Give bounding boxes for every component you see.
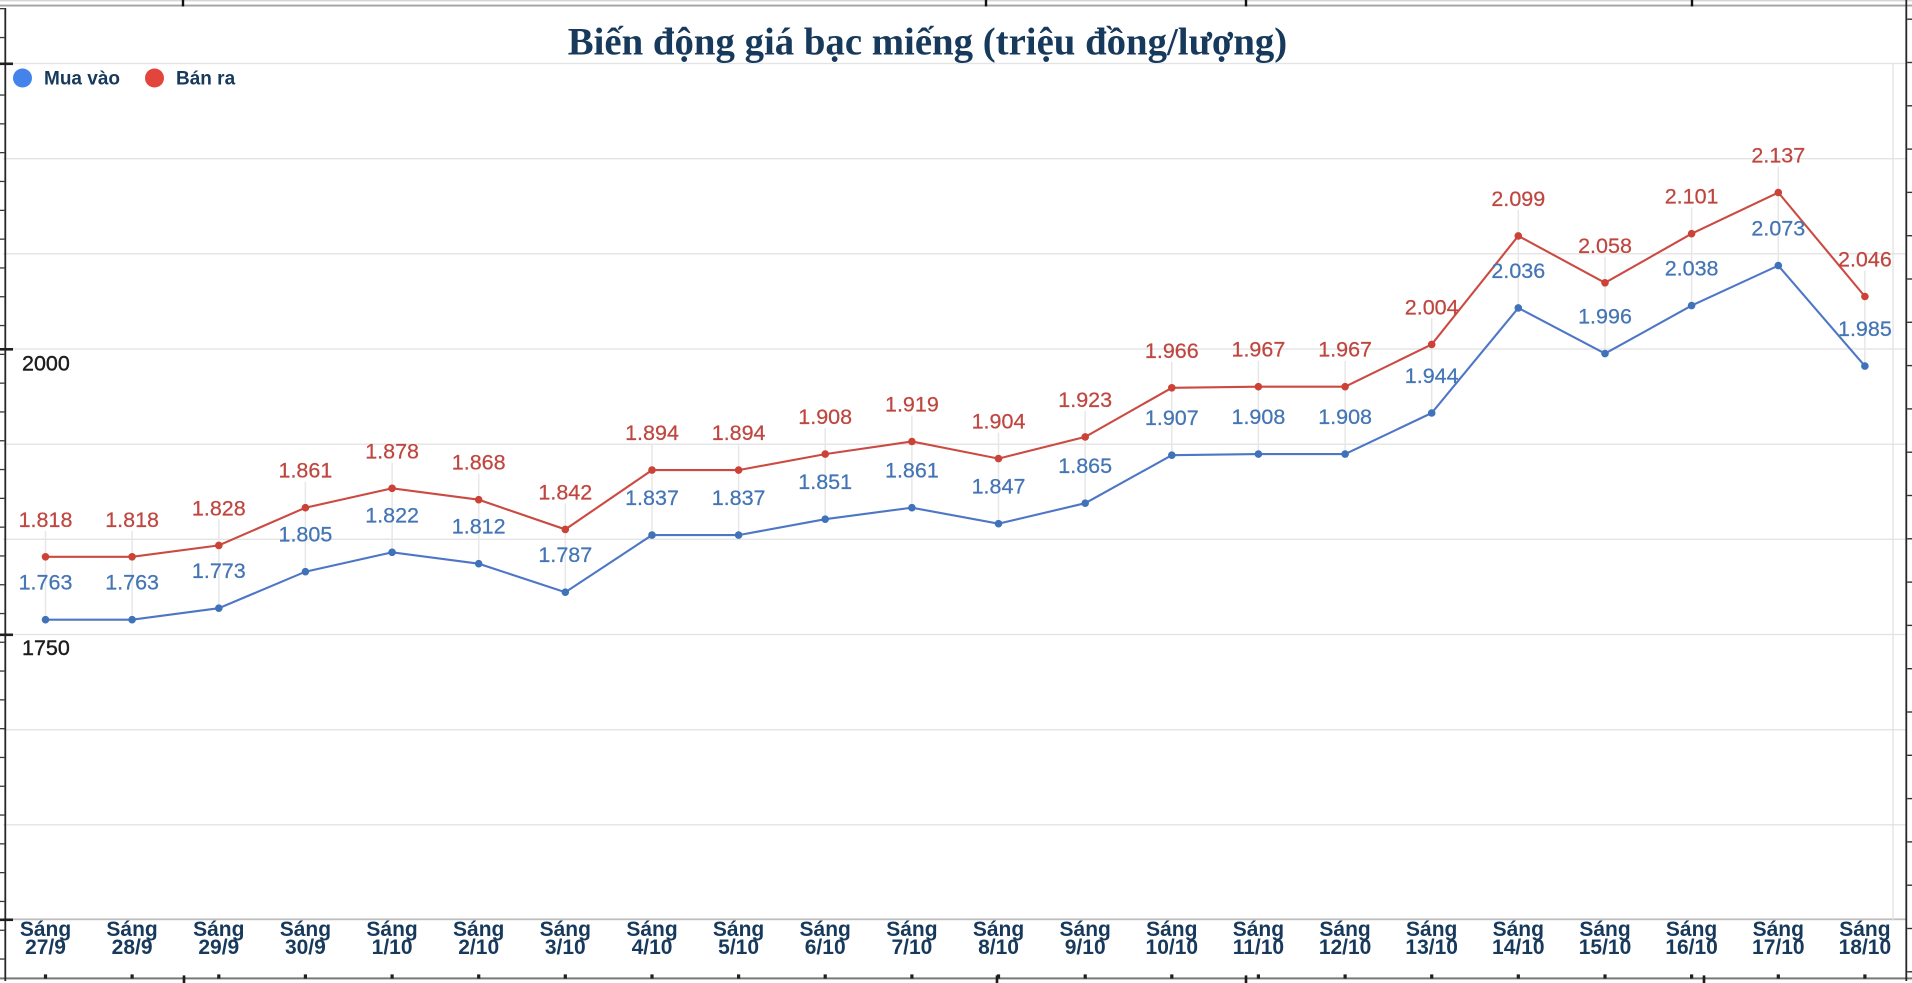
svg-text:9/10: 9/10 (1065, 936, 1106, 959)
svg-text:6/10: 6/10 (805, 936, 846, 959)
svg-text:2.036: 2.036 (1491, 259, 1545, 283)
svg-text:1.773: 1.773 (192, 559, 246, 583)
svg-text:Sáng: Sáng (1579, 918, 1630, 941)
svg-text:Bán ra: Bán ra (176, 69, 236, 90)
svg-text:2.099: 2.099 (1491, 187, 1545, 211)
svg-text:1.828: 1.828 (192, 496, 246, 520)
svg-text:Sáng: Sáng (1839, 918, 1890, 941)
svg-text:1.822: 1.822 (365, 503, 419, 527)
svg-text:1.847: 1.847 (972, 475, 1026, 499)
svg-text:1.919: 1.919 (885, 393, 939, 417)
svg-text:27/9: 27/9 (25, 936, 66, 959)
svg-text:1.907: 1.907 (1145, 406, 1199, 430)
svg-text:Sáng: Sáng (540, 918, 591, 941)
svg-text:4/10: 4/10 (632, 936, 673, 959)
svg-text:1.842: 1.842 (538, 480, 592, 504)
svg-text:Sáng: Sáng (20, 918, 71, 941)
svg-text:Sáng: Sáng (1753, 918, 1804, 941)
svg-text:1.812: 1.812 (452, 515, 506, 539)
svg-text:30/9: 30/9 (285, 936, 326, 959)
svg-text:1.805: 1.805 (278, 523, 332, 547)
svg-text:29/9: 29/9 (198, 936, 239, 959)
svg-text:12/10: 12/10 (1319, 936, 1372, 959)
svg-text:2000: 2000 (22, 352, 70, 376)
svg-text:3/10: 3/10 (545, 936, 586, 959)
svg-text:1.904: 1.904 (972, 410, 1026, 434)
svg-text:13/10: 13/10 (1405, 936, 1458, 959)
svg-text:2.038: 2.038 (1665, 257, 1719, 281)
svg-text:Sáng: Sáng (973, 918, 1024, 941)
svg-text:16/10: 16/10 (1665, 936, 1718, 959)
svg-text:1.837: 1.837 (625, 486, 679, 510)
svg-text:15/10: 15/10 (1579, 936, 1632, 959)
svg-text:1.861: 1.861 (278, 459, 332, 483)
svg-text:1.908: 1.908 (1318, 405, 1372, 429)
svg-text:11/10: 11/10 (1233, 936, 1284, 959)
svg-text:1.967: 1.967 (1318, 338, 1372, 362)
svg-text:1/10: 1/10 (372, 936, 413, 959)
svg-text:1.818: 1.818 (19, 508, 73, 532)
svg-text:1.894: 1.894 (712, 421, 766, 445)
svg-text:1.818: 1.818 (105, 508, 159, 532)
svg-text:1.908: 1.908 (798, 405, 852, 429)
svg-text:2.137: 2.137 (1751, 144, 1805, 168)
svg-text:Sáng: Sáng (280, 918, 331, 941)
svg-text:Sáng: Sáng (626, 918, 677, 941)
svg-text:Sáng: Sáng (800, 918, 851, 941)
svg-text:1750: 1750 (22, 636, 70, 660)
svg-text:1.763: 1.763 (19, 571, 73, 595)
svg-text:Sáng: Sáng (193, 918, 244, 941)
svg-text:1.878: 1.878 (365, 439, 419, 463)
svg-text:Sáng: Sáng (1060, 918, 1111, 941)
svg-text:1.851: 1.851 (798, 470, 852, 494)
svg-text:Sáng: Sáng (1493, 918, 1544, 941)
svg-text:Sáng: Sáng (453, 918, 504, 941)
svg-text:1.985: 1.985 (1838, 317, 1892, 341)
svg-text:2/10: 2/10 (458, 936, 499, 959)
svg-text:1.966: 1.966 (1145, 339, 1199, 363)
svg-text:8/10: 8/10 (978, 936, 1019, 959)
svg-text:1.996: 1.996 (1578, 305, 1632, 329)
svg-text:2.073: 2.073 (1751, 217, 1805, 241)
svg-text:18/10: 18/10 (1839, 936, 1892, 959)
svg-text:1.908: 1.908 (1231, 405, 1285, 429)
svg-text:Mua vào: Mua vào (44, 69, 120, 90)
svg-text:Sáng: Sáng (1319, 918, 1370, 941)
svg-text:2.101: 2.101 (1665, 185, 1719, 209)
svg-text:Sáng: Sáng (713, 918, 764, 941)
svg-text:1.923: 1.923 (1058, 388, 1112, 412)
svg-text:Biến động giá bạc miếng (triệu: Biến động giá bạc miếng (triệu đồng/lượn… (568, 21, 1287, 64)
svg-text:Sáng: Sáng (1146, 918, 1197, 941)
svg-text:1.868: 1.868 (452, 451, 506, 475)
svg-text:1.861: 1.861 (885, 459, 939, 483)
svg-text:Sáng: Sáng (1666, 918, 1717, 941)
svg-text:Sáng: Sáng (886, 918, 937, 941)
svg-text:Sáng: Sáng (1406, 918, 1457, 941)
svg-text:2.004: 2.004 (1405, 295, 1459, 319)
svg-text:7/10: 7/10 (891, 936, 932, 959)
svg-text:1.787: 1.787 (538, 543, 592, 567)
svg-text:Sáng: Sáng (366, 918, 417, 941)
svg-text:Sáng: Sáng (1233, 918, 1284, 941)
svg-text:1.894: 1.894 (625, 421, 679, 445)
svg-text:1.837: 1.837 (712, 486, 766, 510)
svg-text:17/10: 17/10 (1752, 936, 1805, 959)
svg-text:Sáng: Sáng (106, 918, 157, 941)
svg-text:1.763: 1.763 (105, 571, 159, 595)
svg-text:1.865: 1.865 (1058, 454, 1112, 478)
svg-text:10/10: 10/10 (1146, 936, 1199, 959)
svg-text:5/10: 5/10 (718, 936, 759, 959)
svg-text:1.967: 1.967 (1231, 338, 1285, 362)
svg-text:1.944: 1.944 (1405, 364, 1459, 388)
svg-text:2.046: 2.046 (1838, 248, 1892, 272)
svg-text:28/9: 28/9 (112, 936, 153, 959)
svg-text:14/10: 14/10 (1492, 936, 1545, 959)
svg-text:2.058: 2.058 (1578, 234, 1632, 258)
